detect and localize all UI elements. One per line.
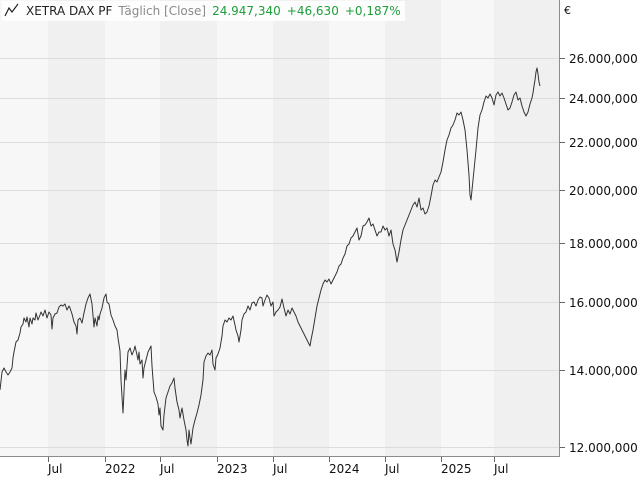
last-price: 24.947,340 (212, 4, 281, 18)
time-band (494, 0, 559, 456)
time-band (48, 0, 105, 456)
y-tick-label: 18.000,000 (569, 237, 638, 251)
time-band (160, 0, 217, 456)
y-tick-label: 26.000,000 (569, 52, 638, 66)
y-tick-label: 12.000,000 (569, 441, 638, 455)
y-tick-mark (560, 142, 565, 143)
x-axis: Jul 2022 Jul 2023 Jul 2024 Jul 2025 Jul (0, 457, 560, 480)
x-tick-label: 2024 (329, 462, 360, 476)
x-tick-label: Jul (160, 462, 175, 476)
x-tick-label: Jul (494, 462, 509, 476)
y-tick-mark (560, 98, 565, 99)
x-tick-mark (48, 457, 49, 462)
y-tick-label: 24.000,000 (569, 92, 638, 106)
currency-label: € (564, 4, 571, 17)
y-axis: € 26.000,000 24.000,000 22.000,000 20.000,0… (560, 0, 640, 457)
x-tick-mark (160, 457, 161, 462)
y-tick-mark (560, 370, 565, 371)
price-chart (0, 0, 559, 456)
y-tick-label: 14.000,000 (569, 364, 638, 378)
time-band (441, 0, 494, 456)
instrument-name: XETRA DAX PF (26, 4, 113, 18)
y-tick-label: 16.000,000 (569, 296, 638, 310)
y-tick-label: 20.000,000 (569, 184, 638, 198)
y-tick-mark (560, 190, 565, 191)
change-absolute: +46,630 (286, 4, 339, 18)
y-tick-mark (560, 447, 565, 448)
x-tick-mark (494, 457, 495, 462)
x-tick-label: 2023 (217, 462, 248, 476)
y-tick-mark (560, 243, 565, 244)
x-tick-mark (105, 457, 106, 462)
chart-plot-area[interactable] (0, 0, 560, 457)
x-tick-mark (273, 457, 274, 462)
price-line (0, 67, 541, 447)
y-tick-label: 22.000,000 (569, 136, 638, 150)
time-band (385, 0, 441, 456)
x-tick-mark (441, 457, 442, 462)
time-band (273, 0, 329, 456)
y-tick-mark (560, 58, 565, 59)
x-tick-mark (329, 457, 330, 462)
change-percent: +0,187% (344, 4, 401, 18)
time-band (105, 0, 160, 456)
x-tick-label: Jul (273, 462, 288, 476)
x-tick-label: Jul (48, 462, 63, 476)
chart-header: XETRA DAX PF Täglich [Close] 24.947,340 … (2, 1, 405, 21)
x-tick-mark (385, 457, 386, 462)
y-tick-mark (560, 302, 565, 303)
chart-mode: Täglich [Close] (118, 4, 207, 18)
x-tick-label: Jul (385, 462, 400, 476)
x-tick-label: 2022 (105, 462, 136, 476)
x-tick-mark (217, 457, 218, 462)
x-tick-label: 2025 (441, 462, 472, 476)
line-chart-icon (4, 3, 20, 20)
time-band (0, 0, 48, 456)
time-band (217, 0, 273, 456)
